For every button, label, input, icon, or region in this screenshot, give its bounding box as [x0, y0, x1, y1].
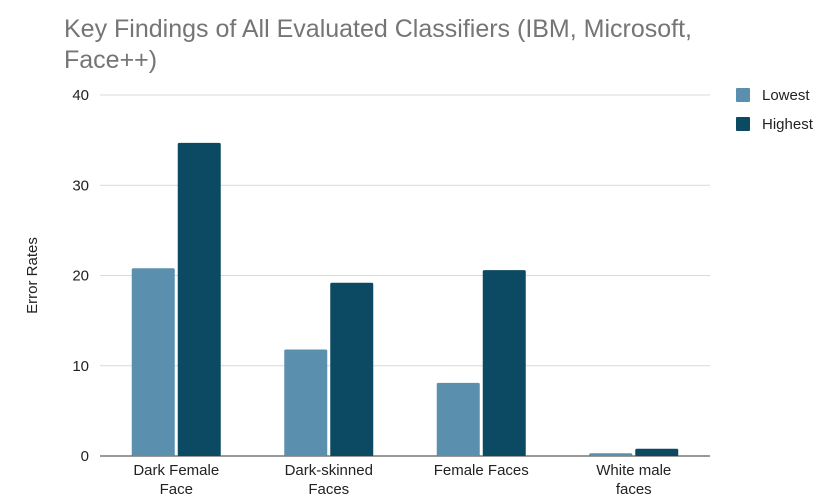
bar-highest [330, 282, 374, 456]
y-axis-labels: 0 10 20 30 40 [72, 87, 89, 465]
x-category-label-line: White male [596, 462, 671, 479]
y-tick-label: 20 [72, 268, 89, 285]
x-category-label-line: Dark-skinned [285, 462, 373, 479]
x-category-label-line: Dark Female [133, 462, 219, 479]
legend-swatch-lowest [736, 88, 750, 102]
chart-title: Key Findings of All Evaluated Classifier… [64, 15, 693, 74]
bar-highest [177, 142, 221, 456]
y-axis-title: Error Rates [24, 237, 41, 314]
bar-highest [635, 448, 679, 456]
x-category-label-line: faces [616, 481, 652, 498]
bar-lowest [436, 382, 480, 456]
bar-lowest [589, 453, 633, 456]
y-tick-label: 30 [72, 177, 89, 194]
bar-lowest [284, 349, 328, 456]
bars-layer [131, 142, 679, 456]
x-category-label: Dark Female Face [133, 462, 219, 498]
bar-highest [482, 270, 526, 456]
legend: Lowest Highest [736, 87, 814, 133]
x-category-label: White male faces [596, 462, 671, 498]
legend-label-highest: Highest [762, 116, 814, 133]
y-tick-label: 0 [81, 448, 89, 465]
x-category-label: Female Faces [434, 462, 529, 479]
x-category-label-line: Female Faces [434, 462, 529, 479]
legend-swatch-highest [736, 117, 750, 131]
x-axis-labels: Dark Female Face Dark-skinned Faces Female F… [133, 462, 671, 498]
y-tick-label: 40 [72, 87, 89, 104]
y-tick-label: 10 [72, 358, 89, 375]
x-category-label-line: Faces [308, 481, 349, 498]
x-category-label: Dark-skinned Faces [285, 462, 373, 498]
x-category-label-line: Face [160, 481, 193, 498]
bar-lowest [131, 268, 175, 456]
legend-label-lowest: Lowest [762, 87, 810, 104]
